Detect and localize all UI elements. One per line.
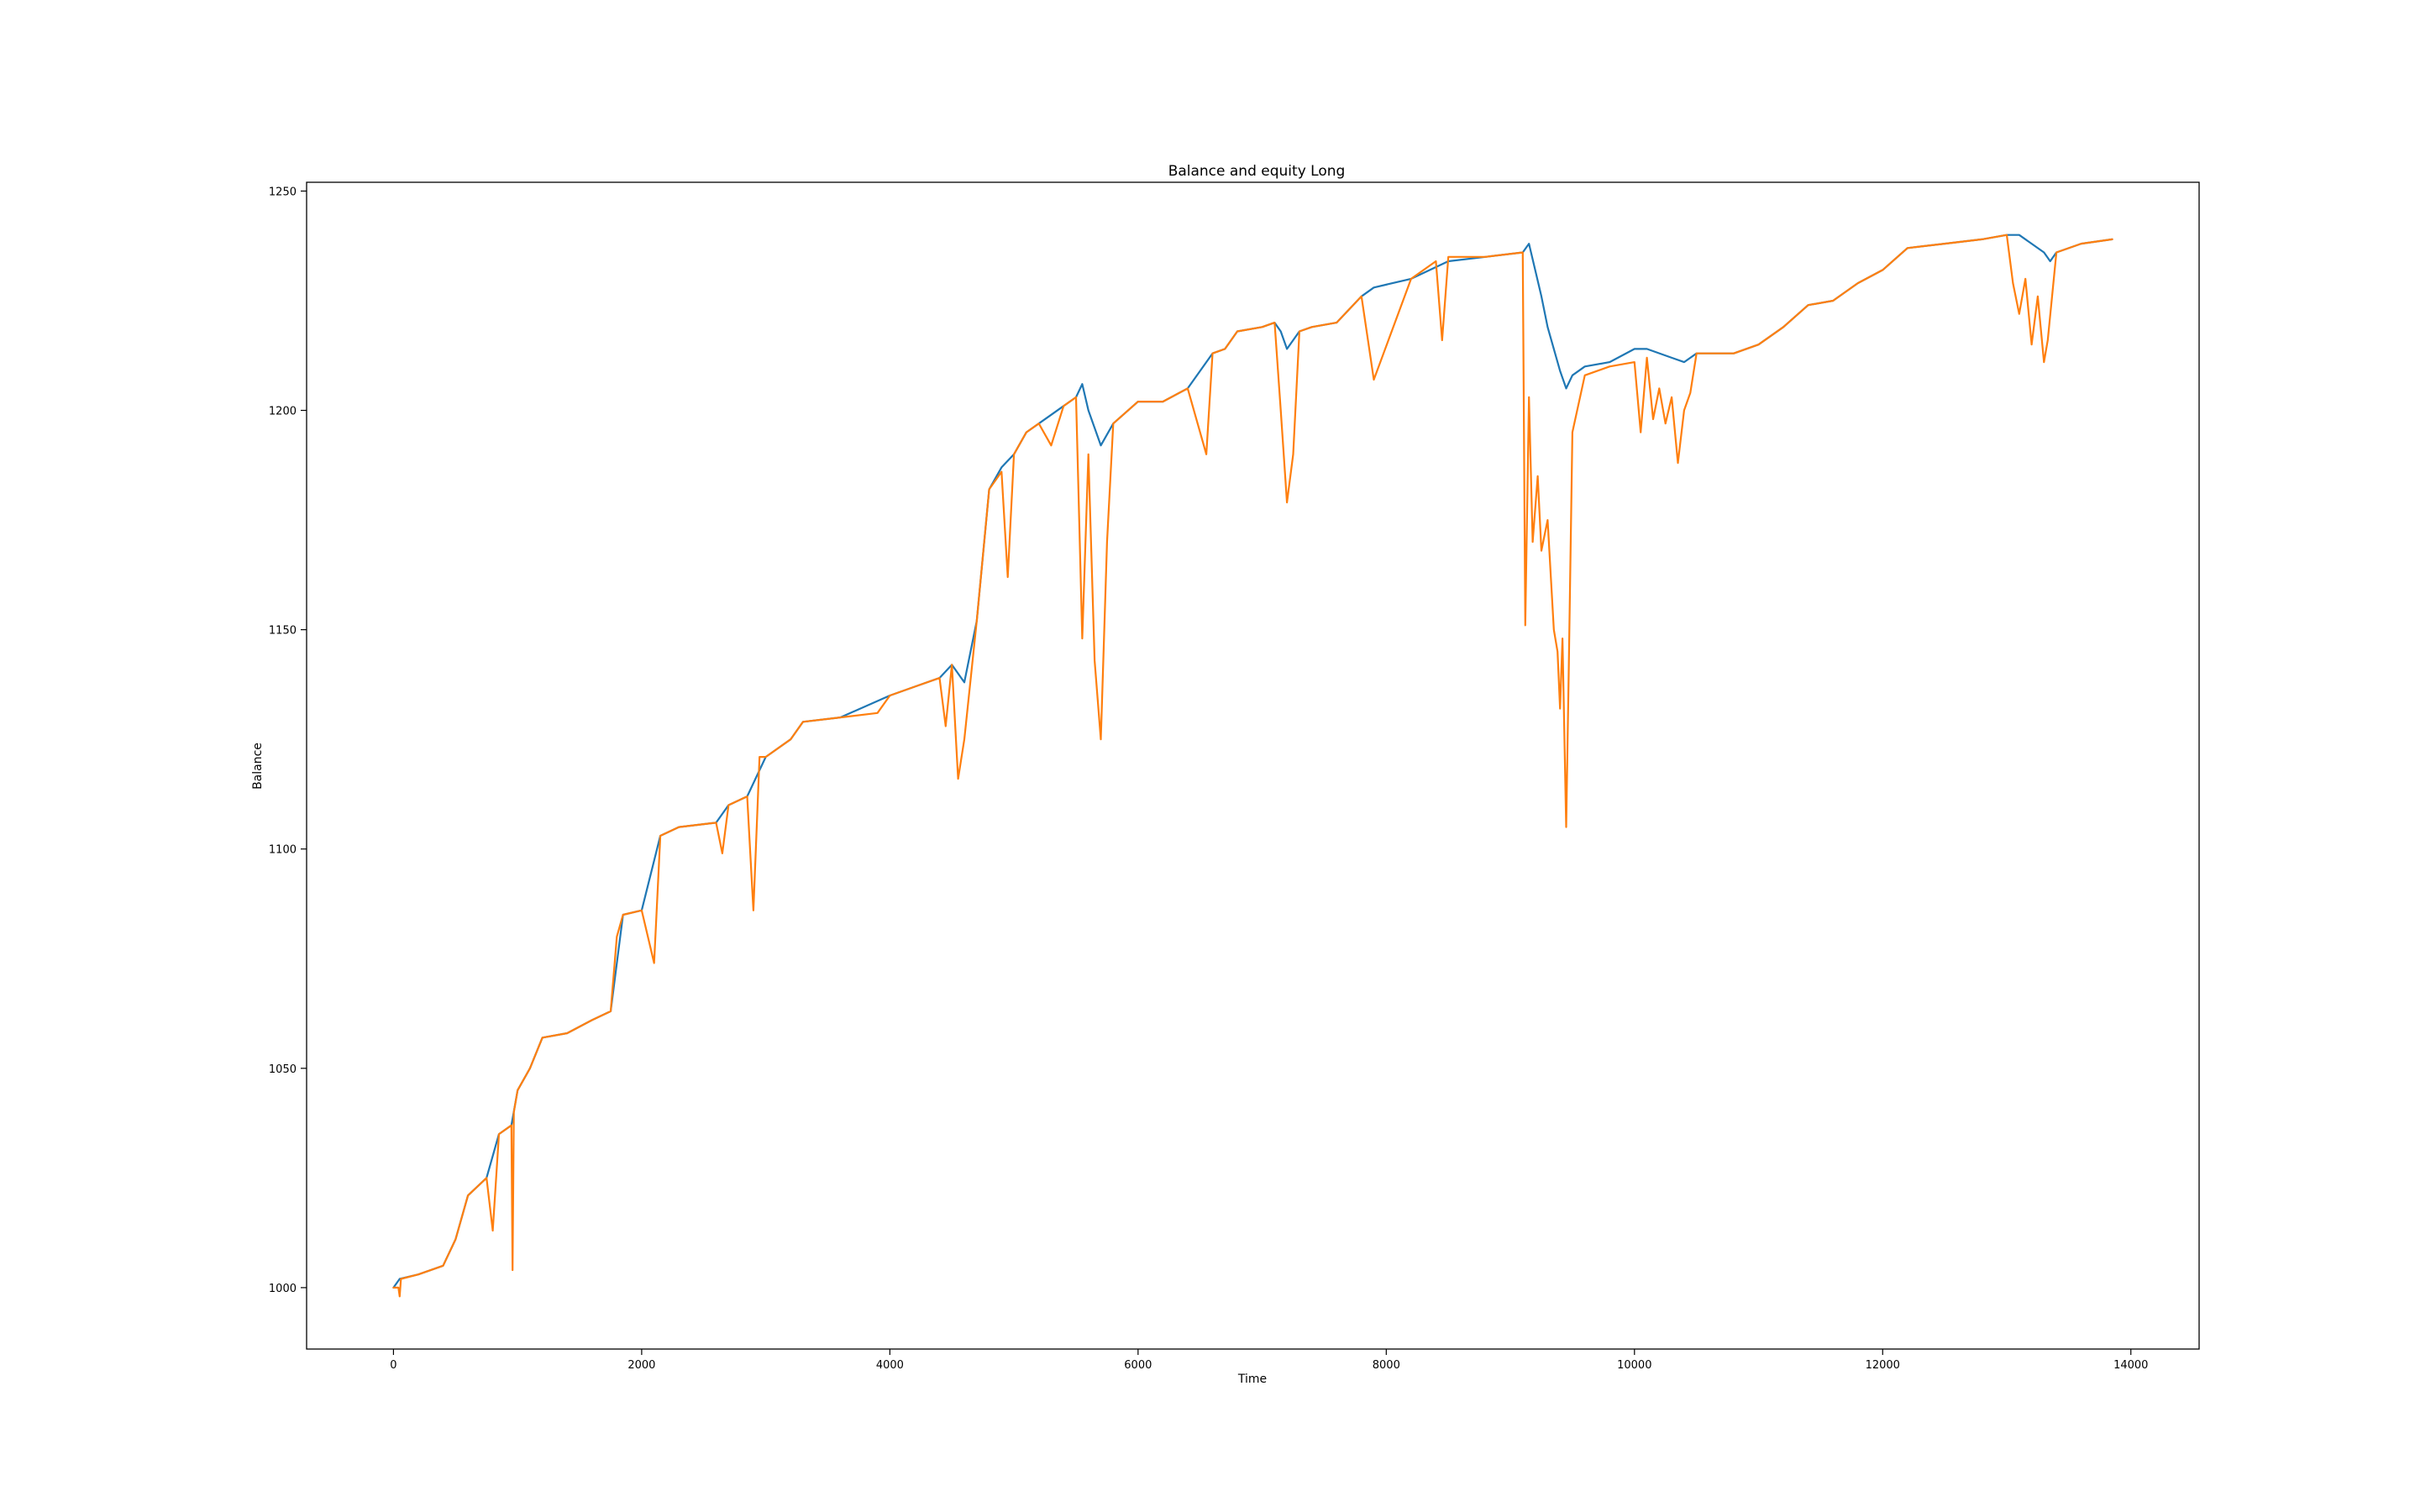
series-line-2 xyxy=(392,234,2113,1298)
x-tick-label: 4000 xyxy=(876,1359,904,1372)
y-tick-label: 1000 xyxy=(269,1283,297,1295)
x-tick-label: 14000 xyxy=(2113,1359,2148,1372)
plot-frame xyxy=(306,181,2200,1350)
x-tick-label: 0 xyxy=(390,1359,396,1372)
series-layer xyxy=(392,234,2113,1298)
y-axis-label: Balance xyxy=(251,743,265,790)
x-axis: 0 2000 4000 6000 8000 10000 12000 14000 xyxy=(390,1349,2148,1372)
y-tick-label: 1200 xyxy=(269,406,297,418)
chart-title: Balance and equity Long xyxy=(1168,163,1346,180)
x-tick-label: 10000 xyxy=(1617,1359,1651,1372)
x-axis-label: Time xyxy=(1237,1373,1267,1386)
y-tick-label: 1150 xyxy=(269,625,297,638)
x-tick-label: 2000 xyxy=(627,1359,655,1372)
y-tick-label: 1100 xyxy=(269,844,297,857)
y-tick-label: 1050 xyxy=(269,1063,297,1076)
x-tick-label: 8000 xyxy=(1373,1359,1400,1372)
y-tick-label: 1250 xyxy=(269,186,297,198)
x-tick-label: 12000 xyxy=(1866,1359,1900,1372)
y-axis: 1000 1050 1100 1150 1200 1250 xyxy=(269,186,307,1295)
x-tick-label: 6000 xyxy=(1124,1359,1152,1372)
